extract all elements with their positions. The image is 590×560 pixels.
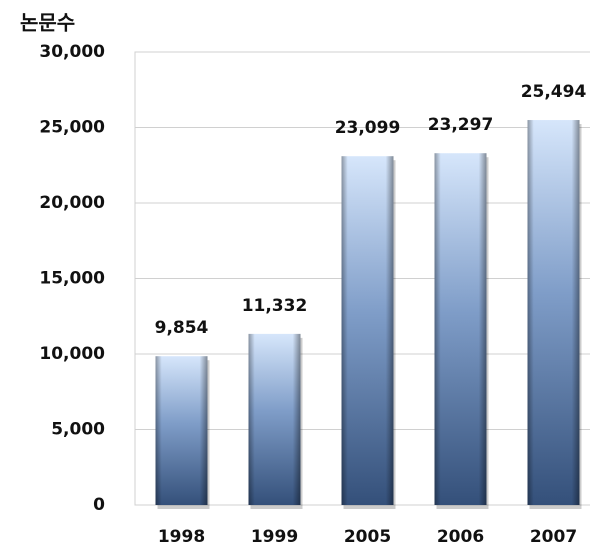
x-tick-label: 2006 bbox=[437, 527, 484, 547]
value-label: 25,494 bbox=[521, 82, 587, 102]
bar-shade bbox=[341, 156, 394, 506]
x-tick-label: 2005 bbox=[344, 527, 391, 547]
bar-shade bbox=[434, 153, 487, 505]
bar-shade bbox=[248, 333, 301, 505]
x-tick-label: 2007 bbox=[530, 527, 577, 547]
y-tick-label: 10,000 bbox=[39, 344, 105, 364]
value-label: 23,099 bbox=[335, 118, 401, 138]
x-tick-label: 1998 bbox=[158, 527, 205, 547]
value-label: 11,332 bbox=[242, 296, 308, 316]
x-tick-label: 1999 bbox=[251, 527, 298, 547]
y-tick-label: 30,000 bbox=[39, 42, 105, 62]
y-tick-label: 0 bbox=[93, 495, 105, 515]
value-label: 9,854 bbox=[155, 318, 209, 338]
y-axis-label: 논문수 bbox=[20, 11, 75, 35]
y-tick-label: 25,000 bbox=[39, 118, 105, 138]
y-tick-label: 15,000 bbox=[39, 269, 105, 289]
bar-shade bbox=[527, 120, 580, 506]
value-label: 23,297 bbox=[428, 115, 494, 135]
y-tick-label: 5,000 bbox=[51, 420, 105, 440]
y-tick-label: 20,000 bbox=[39, 193, 105, 213]
bar-shade bbox=[155, 356, 208, 505]
